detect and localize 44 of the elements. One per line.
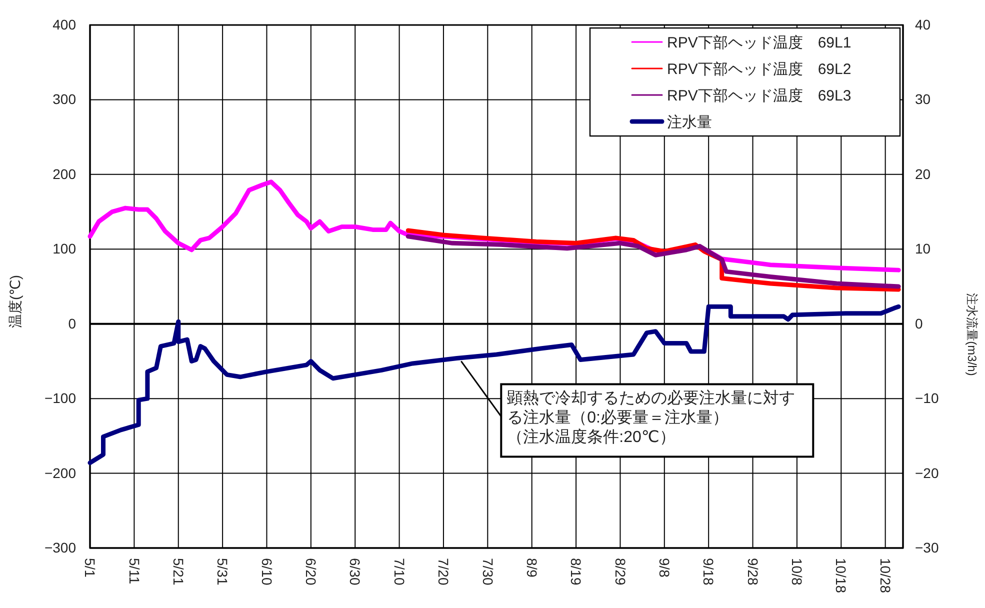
y-tick-label: −300 [44,539,76,556]
y2-tick-label: 40 [915,16,931,32]
y2-tick-label: 10 [915,240,931,257]
x-tick-label: 8/19 [568,558,584,586]
y-axis-title: 温度(℃) [7,274,23,328]
y2-tick-label: −30 [915,539,939,556]
x-tick-label: 9/8 [656,558,672,578]
y2-tick-label: 30 [915,91,931,108]
x-tick-label: 6/10 [258,558,275,586]
y-tick-label: −200 [44,464,76,481]
x-tick-label: 8/9 [524,558,540,578]
x-tick-label: 9/28 [744,558,761,586]
legend-label: RPV下部ヘッド温度 69L1 [667,34,852,52]
y-tick-label: 0 [68,315,76,332]
x-tick-label: 6/30 [347,558,364,586]
x-tick-label: 6/20 [303,558,320,586]
x-tick-label: 5/31 [214,558,231,586]
y-tick-label: 100 [52,240,76,257]
x-tick-label: 7/20 [436,558,452,586]
legend-label: RPV下部ヘッド温度 69L2 [667,60,852,78]
x-tick-label: 7/10 [391,558,408,586]
x-tick-label: 5/11 [126,558,142,584]
x-tick-label: 10/28 [877,558,894,594]
legend-label: 注水量 [667,114,712,131]
x-tick-label: 9/18 [700,558,717,586]
line-series [88,304,901,466]
y2-tick-label: 0 [915,315,923,332]
annotation: （注水温度条件:20℃） [507,428,676,446]
annotation: 顕熱で冷却するための必要注水量に対する注水量（0:必要量＝注水量） [506,389,796,427]
y2-axis-title: 注水流量(m3/h) [965,293,979,376]
x-tick-label: 8/29 [612,558,628,586]
y-tick-label: 200 [52,166,76,182]
legend-label: RPV下部ヘッド温度 69L3 [667,87,852,104]
y-tick-label: 400 [52,16,76,32]
x-tick-label: 10/8 [789,558,806,586]
x-tick-label: 5/21 [170,558,186,586]
y-tick-label: 300 [52,91,76,108]
y2-tick-label: 20 [915,166,931,182]
y-tick-label: −100 [44,390,76,406]
x-tick-label: 7/30 [480,558,496,586]
y2-tick-label: −10 [915,390,939,406]
y2-tick-label: −20 [915,464,939,481]
x-tick-label: 10/18 [833,558,850,594]
x-tick-label: 5/1 [82,558,98,578]
